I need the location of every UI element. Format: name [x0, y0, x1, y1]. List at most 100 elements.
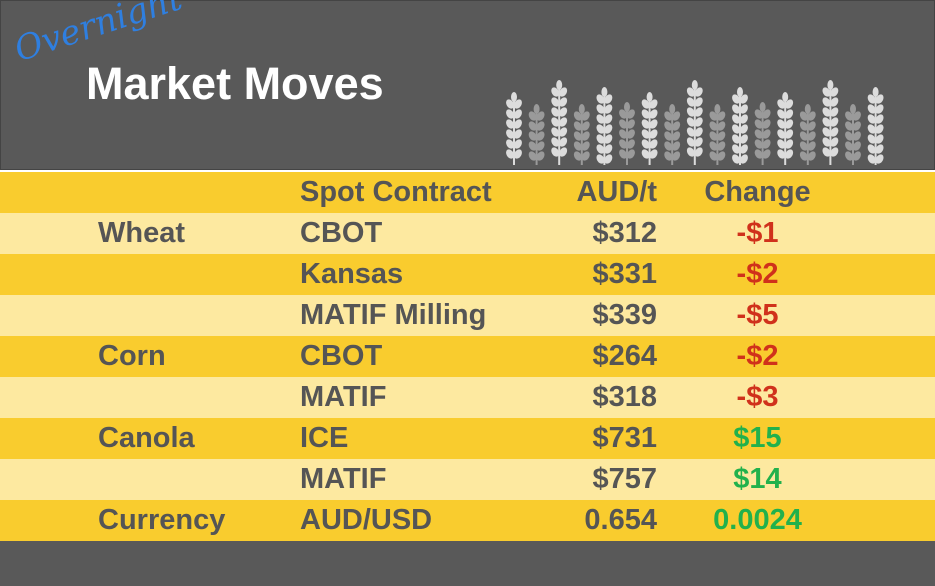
wheat-stalk — [717, 141, 726, 151]
wheat-stalk — [559, 117, 568, 127]
wheat-stalk — [785, 129, 794, 139]
wheat-stalk — [762, 129, 771, 139]
wheat-stalk — [528, 121, 537, 131]
table-cell: AUD/USD — [300, 504, 433, 536]
wheat-stalk — [740, 144, 748, 154]
change-value: 0.0024 — [713, 504, 802, 536]
wheat-stalk — [850, 104, 856, 114]
wheat-stalk — [641, 129, 650, 139]
wheat-stalk — [672, 131, 681, 141]
change-value: -$3 — [736, 381, 779, 413]
wheat-stalk — [514, 129, 522, 139]
wheat-stalk — [686, 137, 695, 147]
wheat-stalk — [511, 92, 517, 102]
wheat-stalk — [536, 151, 545, 161]
wheat-stalk — [604, 94, 613, 104]
wheat-stalk — [528, 111, 537, 121]
wheat-stalk — [536, 121, 545, 131]
wheat-stalk — [641, 109, 650, 119]
wheat-stalk — [777, 119, 786, 129]
column-header: Change — [704, 176, 811, 208]
wheat-stalk — [694, 117, 703, 127]
table-cell: Kansas — [300, 258, 404, 290]
wheat-stalk — [853, 151, 861, 161]
wheat-stalk — [709, 121, 718, 131]
wheat-stalk — [799, 151, 808, 161]
wheat-stalk — [822, 127, 831, 137]
wheat-stalk — [604, 154, 613, 164]
wheat-stalk — [686, 117, 695, 127]
change-value: $14 — [733, 463, 782, 495]
wheat-stalk — [777, 129, 786, 139]
table-row — [0, 213, 935, 254]
wheat-stalk — [649, 109, 658, 119]
wheat-stalk — [845, 141, 853, 151]
wheat-stalk — [559, 127, 568, 137]
table-row — [0, 418, 935, 459]
wheat-stalk — [627, 129, 635, 139]
wheat-stalk — [732, 144, 740, 154]
wheat-stalk — [664, 151, 673, 161]
wheat-stalk — [649, 139, 658, 149]
wheat-stalk — [506, 149, 514, 159]
wheat-stalk — [556, 80, 563, 90]
wheat-stalk — [536, 111, 545, 121]
wheat-stalk — [830, 147, 839, 157]
wheat-stalk — [604, 134, 613, 144]
wheat-stalk — [672, 121, 681, 131]
wheat-stalk — [754, 149, 763, 159]
wheat-stalk — [822, 97, 831, 107]
wheat-stalk — [533, 104, 540, 114]
wheat-stalk — [627, 139, 635, 149]
wheat-stalk — [669, 104, 676, 114]
table-cell: $731 — [592, 422, 657, 454]
wheat-stalk — [777, 139, 786, 149]
wheat-stalk — [573, 151, 582, 161]
wheat-stalk — [875, 114, 884, 124]
wheat-stalk — [686, 127, 695, 137]
wheat-stalk — [694, 97, 703, 107]
wheat-stalk — [785, 119, 794, 129]
wheat-stalk — [627, 119, 635, 129]
title: Market Moves — [86, 58, 384, 109]
wheat-stalk — [624, 102, 630, 112]
wheat-stalk — [709, 131, 718, 141]
wheat-stalk — [528, 141, 537, 151]
change-value: -$2 — [736, 340, 779, 372]
change-value: -$2 — [736, 258, 779, 290]
wheat-stalk — [601, 87, 608, 97]
wheat-stalk — [799, 121, 808, 131]
wheat-stalk — [875, 104, 884, 114]
wheat-stalk — [649, 129, 658, 139]
wheat-stalk — [830, 117, 839, 127]
wheat-stalk — [799, 131, 808, 141]
wheat-stalk — [664, 111, 673, 121]
wheat-stalk — [777, 149, 786, 159]
wheat-stalk — [514, 119, 522, 129]
wheat-stalk — [506, 109, 514, 119]
wheat-stalk — [649, 99, 658, 109]
wheat-stalk — [619, 149, 627, 159]
wheat-stalk — [581, 141, 590, 151]
wheat-stalk — [641, 149, 650, 159]
column-header: Spot Contract — [300, 176, 492, 208]
wheat-stalk — [573, 131, 582, 141]
wheat-stalk — [875, 94, 884, 104]
wheat-stalk — [506, 119, 514, 129]
wheat-stalk — [875, 144, 884, 154]
wheat-stalk — [604, 144, 613, 154]
wheat-stalk — [551, 127, 560, 137]
wheat-stalk — [830, 97, 839, 107]
wheat-stalk — [551, 97, 560, 107]
wheat-stalk — [506, 139, 514, 149]
wheat-stalk — [754, 129, 763, 139]
wheat-stalk — [578, 104, 585, 114]
wheat-stalk — [853, 131, 861, 141]
wheat-stalk — [732, 94, 740, 104]
wheat-stalk — [732, 104, 740, 114]
wheat-stalk — [875, 124, 884, 134]
wheat-stalk — [506, 129, 514, 139]
wheat-stalk — [559, 147, 568, 157]
wheat-stalk — [807, 131, 816, 141]
wheat-stalk — [740, 94, 748, 104]
